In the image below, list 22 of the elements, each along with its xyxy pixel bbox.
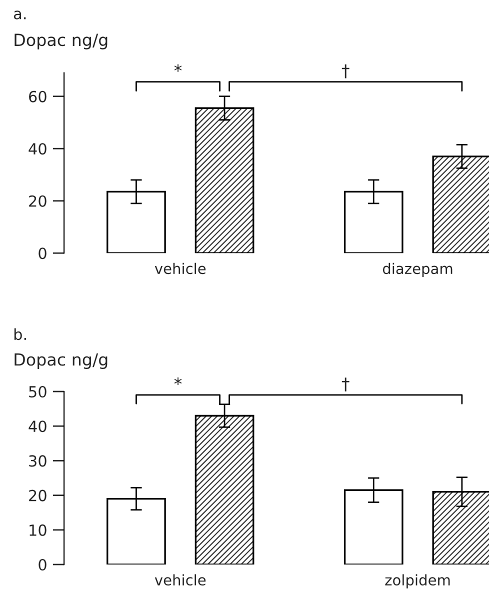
y-tick-label: 20	[29, 490, 46, 502]
y-tick-label: 0	[38, 558, 46, 571]
text: †	[342, 378, 350, 392]
chart-title: b.	[14, 328, 26, 340]
x-tick-label: diazepam	[382, 262, 452, 277]
chart-title: a.	[14, 10, 26, 20]
y-tick-label: 10	[30, 524, 46, 536]
y-axis-title: Dopac ng/g	[14, 34, 108, 50]
y-tick-label: 50	[29, 386, 46, 398]
y-tick-label: 30	[29, 455, 46, 467]
text: *	[174, 64, 182, 72]
x-tick-label: zolpidem	[385, 574, 450, 588]
y-tick-label: 40	[28, 143, 46, 155]
y-tick-label: 40	[28, 420, 46, 432]
y-tick-label: 60	[29, 90, 46, 102]
text: *	[174, 377, 182, 386]
x-tick-label: vehicle	[154, 574, 206, 586]
y-tick-label: 20	[29, 195, 46, 207]
annotation: †	[342, 64, 350, 78]
x-tick-label: vehicle	[154, 262, 206, 274]
y-tick-label: 0	[38, 248, 46, 260]
y-axis-title: Dopac ng/g	[14, 353, 108, 370]
